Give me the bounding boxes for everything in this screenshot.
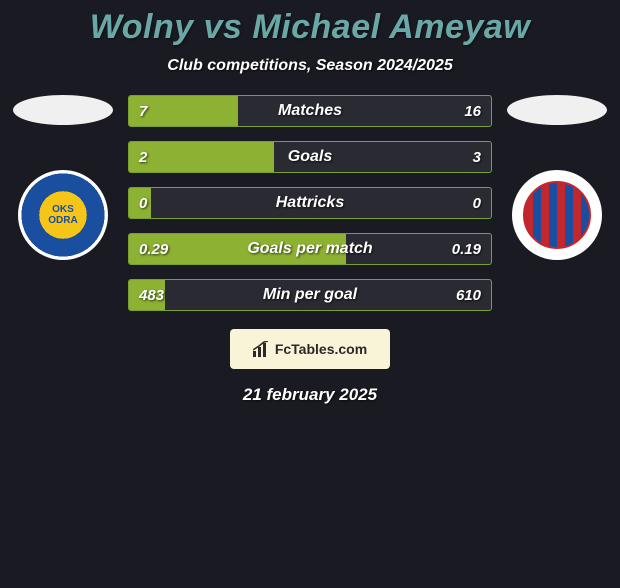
stat-bars: 7Matches16 2Goals3 0Hattricks0 0.29Goals pe… (118, 95, 502, 325)
stat-label: Matches (129, 96, 491, 126)
player-right-column (502, 95, 612, 260)
stat-row: 0.29Goals per match0.19 (128, 233, 492, 265)
club-badge-left: OKSODRA (18, 170, 108, 260)
page-title: Wolny vs Michael Ameyaw (0, 8, 620, 47)
stat-row: 7Matches16 (128, 95, 492, 127)
stat-label: Hattricks (129, 188, 491, 218)
stat-value-right: 0.19 (452, 234, 481, 264)
stat-label: Goals (129, 142, 491, 172)
stat-value-right: 610 (456, 280, 481, 310)
club-badge-left-text: OKSODRA (48, 204, 77, 226)
stat-row: 483Min per goal610 (128, 279, 492, 311)
stat-value-right: 0 (473, 188, 481, 218)
stat-label: Goals per match (129, 234, 491, 264)
chart-icon (253, 341, 271, 357)
player-right-photo (507, 95, 607, 125)
footer-date: 21 february 2025 (0, 385, 620, 405)
stat-value-right: 16 (464, 96, 481, 126)
stat-value-right: 3 (473, 142, 481, 172)
subtitle: Club competitions, Season 2024/2025 (0, 57, 620, 75)
comparison-row: OKSODRA 7Matches16 2Goals3 0Hattricks0 0.29… (0, 95, 620, 325)
branding-badge: FcTables.com (230, 329, 390, 369)
stat-row: 2Goals3 (128, 141, 492, 173)
club-badge-right (512, 170, 602, 260)
stat-row: 0Hattricks0 (128, 187, 492, 219)
club-badge-right-stripes (523, 181, 591, 249)
player-left-photo (13, 95, 113, 125)
player-left-column: OKSODRA (8, 95, 118, 260)
branding-text: FcTables.com (275, 341, 367, 357)
stat-label: Min per goal (129, 280, 491, 310)
